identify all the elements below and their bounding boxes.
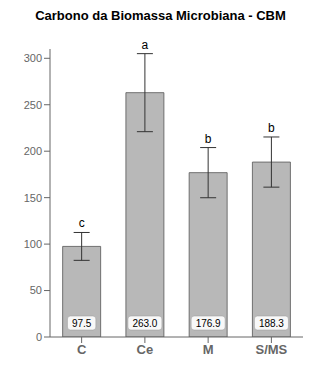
svg-text:a: a bbox=[142, 38, 149, 52]
svg-text:Ce: Ce bbox=[137, 342, 154, 357]
svg-text:c: c bbox=[79, 216, 85, 230]
svg-text:97.5: 97.5 bbox=[72, 318, 92, 329]
svg-text:250: 250 bbox=[24, 99, 42, 111]
svg-text:263.0: 263.0 bbox=[132, 318, 157, 329]
svg-text:188.3: 188.3 bbox=[259, 318, 284, 329]
svg-text:0: 0 bbox=[36, 331, 42, 343]
html-text:Carbono da Biomassa Microbiana: Carbono da Biomassa Microbiana - CBM bbox=[35, 8, 286, 23]
svg-text:b: b bbox=[268, 121, 275, 135]
svg-text:S/MS: S/MS bbox=[255, 342, 287, 357]
svg-text:150: 150 bbox=[24, 192, 42, 204]
svg-text:200: 200 bbox=[24, 145, 42, 157]
svg-text:176.9: 176.9 bbox=[196, 318, 221, 329]
svg-text:b: b bbox=[205, 132, 212, 146]
svg-text:300: 300 bbox=[24, 52, 42, 64]
svg-text:M: M bbox=[203, 342, 214, 357]
svg-text:100: 100 bbox=[24, 238, 42, 250]
svg-text:C: C bbox=[77, 342, 87, 357]
svg-text:50: 50 bbox=[30, 284, 42, 296]
